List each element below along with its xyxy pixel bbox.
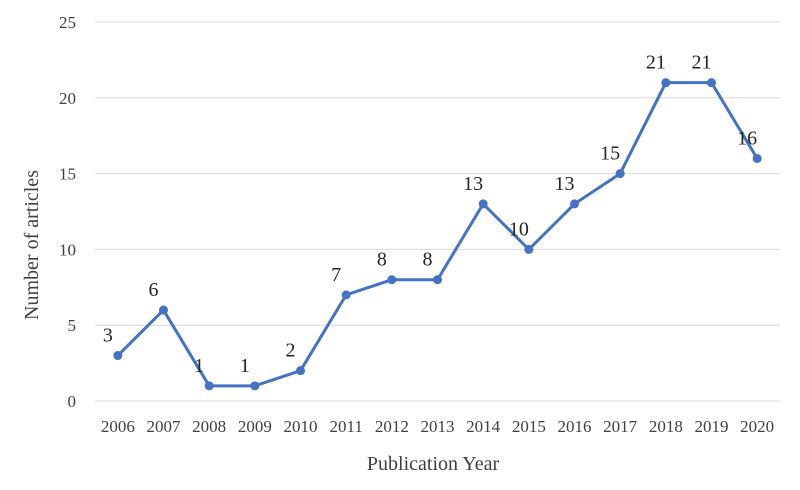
data-label: 15 xyxy=(600,143,620,165)
data-label: 13 xyxy=(555,173,575,195)
data-point xyxy=(250,381,260,391)
x-tick-label: 2009 xyxy=(238,417,272,436)
data-label: 6 xyxy=(149,279,159,301)
data-point xyxy=(570,199,579,209)
data-labels: 3 6 1 1 2 7 8 8 13 10 13 15 21 21 16 xyxy=(103,52,757,377)
x-tick-label: 2008 xyxy=(192,417,226,436)
data-point xyxy=(113,351,123,361)
data-label: 21 xyxy=(692,52,712,74)
data-point xyxy=(752,153,762,163)
series-line xyxy=(116,81,759,388)
data-point xyxy=(478,199,488,209)
data-label: 8 xyxy=(423,249,433,271)
data-point xyxy=(707,78,716,88)
series-line-group xyxy=(116,81,759,388)
data-label: 1 xyxy=(194,355,204,377)
x-axis-ticks: 2006 2007 2008 2009 2010 2011 2012 2013 2014 2015… xyxy=(101,417,774,436)
y-tick-label: 15 xyxy=(59,165,76,184)
x-tick-label: 2012 xyxy=(375,417,409,436)
x-tick-label: 2013 xyxy=(421,417,455,436)
data-label: 13 xyxy=(463,173,483,195)
y-tick-label: 25 xyxy=(59,13,76,32)
gridlines xyxy=(95,21,780,402)
data-point xyxy=(661,78,671,88)
data-label: 21 xyxy=(646,52,666,74)
x-tick-label: 2006 xyxy=(101,417,135,436)
data-point xyxy=(159,305,168,315)
x-tick-label: 2018 xyxy=(649,417,683,436)
y-axis-ticks: 0 5 10 15 20 25 xyxy=(59,13,76,411)
y-tick-label: 5 xyxy=(68,316,77,335)
x-tick-label: 2016 xyxy=(558,417,592,436)
x-axis-title: Publication Year xyxy=(367,453,500,475)
data-point xyxy=(615,169,625,179)
data-label: 8 xyxy=(377,249,387,271)
data-label: 2 xyxy=(286,340,296,362)
data-point xyxy=(387,275,397,285)
x-tick-label: 2015 xyxy=(512,417,546,436)
x-tick-label: 2017 xyxy=(603,417,638,436)
data-label: 7 xyxy=(331,264,341,286)
data-label: 3 xyxy=(103,325,113,347)
data-point xyxy=(296,366,305,376)
y-axis-title: Number of articles xyxy=(21,170,43,320)
x-tick-label: 2007 xyxy=(147,417,182,436)
data-point xyxy=(341,290,351,300)
x-tick-label: 2014 xyxy=(466,417,501,436)
y-tick-label: 0 xyxy=(68,392,77,411)
data-point xyxy=(433,275,442,285)
data-point xyxy=(204,381,214,391)
data-label: 16 xyxy=(737,127,757,149)
data-label: 1 xyxy=(240,355,250,377)
x-tick-label: 2011 xyxy=(329,417,362,436)
x-tick-label: 2020 xyxy=(740,417,774,436)
data-point xyxy=(524,244,534,254)
y-tick-label: 20 xyxy=(59,89,76,108)
y-tick-label: 10 xyxy=(59,240,76,259)
x-tick-label: 2010 xyxy=(284,417,318,436)
data-points xyxy=(113,78,762,391)
x-tick-label: 2019 xyxy=(695,417,729,436)
data-label: 10 xyxy=(509,218,529,240)
